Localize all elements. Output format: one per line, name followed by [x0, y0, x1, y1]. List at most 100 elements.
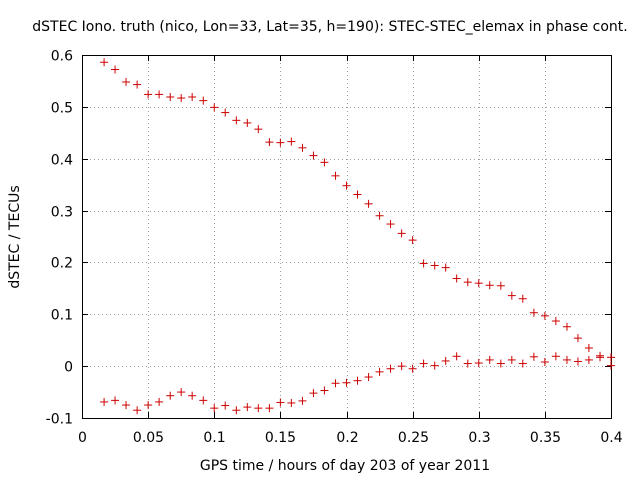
data-point-descending: [133, 80, 142, 89]
data-point-descending: [474, 279, 483, 288]
point-layer: [100, 58, 615, 415]
data-point-ascending: [364, 373, 373, 382]
y-tick-label: 0.6: [51, 49, 73, 65]
data-point-ascending: [155, 397, 164, 406]
data-point-ascending: [518, 359, 527, 368]
data-point-descending: [166, 93, 175, 102]
grid-layer: [82, 55, 611, 418]
x-axis-label: GPS time / hours of day 203 of year 2011: [200, 458, 490, 474]
data-point-descending: [584, 343, 593, 352]
data-point-ascending: [100, 397, 109, 406]
y-tick-label: 0.1: [51, 308, 73, 324]
x-tick-label: 0.35: [530, 430, 561, 446]
data-point-descending: [298, 143, 307, 152]
data-point-ascending: [309, 389, 318, 398]
data-point-ascending: [353, 376, 362, 385]
data-point-descending: [177, 94, 186, 103]
data-point-ascending: [551, 352, 560, 361]
data-point-descending: [122, 77, 131, 86]
data-point-descending: [232, 116, 241, 125]
data-point-descending: [518, 294, 527, 303]
data-point-descending: [507, 291, 516, 300]
data-point-descending: [331, 171, 340, 180]
data-point-ascending: [485, 355, 494, 364]
data-point-descending: [144, 90, 153, 99]
data-point-descending: [408, 236, 417, 245]
chart-title: dSTEC Iono. truth (nico, Lon=33, Lat=35,…: [32, 19, 627, 35]
data-point-descending: [529, 308, 538, 317]
tick-layer: 0 0.05 0.1 0.15 0.2 0.25 0.3 0.35 0.4 -0.1 0 0.1 0.2…: [46, 49, 623, 447]
data-point-descending: [485, 281, 494, 290]
data-point-ascending: [276, 398, 285, 407]
data-point-descending: [287, 137, 296, 146]
data-point-ascending: [463, 359, 472, 368]
data-point-descending: [199, 96, 208, 105]
x-tick-label: 0.1: [203, 430, 225, 446]
data-point-descending: [573, 334, 582, 343]
y-tick-label: 0.5: [51, 101, 73, 117]
y-tick-label: -0.1: [46, 412, 73, 428]
data-point-ascending: [122, 401, 131, 410]
data-point-ascending: [265, 404, 274, 413]
data-point-ascending: [386, 364, 395, 373]
data-point-descending: [496, 281, 505, 290]
data-point-ascending: [166, 391, 175, 400]
data-point-descending: [562, 322, 571, 331]
x-tick-label: 0.2: [336, 430, 358, 446]
data-point-descending: [221, 108, 230, 117]
x-tick-label: 0.05: [133, 430, 164, 446]
data-point-ascending: [452, 352, 461, 361]
data-point-ascending: [133, 406, 142, 415]
data-point-descending: [309, 151, 318, 160]
data-point-descending: [276, 138, 285, 147]
data-point-descending: [430, 261, 439, 270]
data-point-ascending: [298, 396, 307, 405]
data-point-ascending: [254, 404, 263, 413]
data-point-descending: [111, 65, 120, 74]
data-point-ascending: [408, 364, 417, 373]
plot-frame: [82, 55, 612, 419]
data-point-ascending: [529, 352, 538, 361]
data-point-ascending: [507, 355, 516, 364]
data-point-ascending: [210, 404, 219, 413]
data-point-descending: [210, 103, 219, 112]
data-point-descending: [265, 138, 274, 147]
data-point-ascending: [199, 396, 208, 405]
data-point-ascending: [375, 367, 384, 376]
y-tick-label: 0.3: [51, 205, 73, 221]
data-point-descending: [155, 90, 164, 99]
data-point-descending: [397, 229, 406, 238]
data-point-ascending: [232, 406, 241, 415]
data-point-ascending: [596, 353, 605, 362]
data-point-ascending: [188, 391, 197, 400]
data-point-descending: [188, 93, 197, 102]
data-point-ascending: [397, 362, 406, 371]
data-point-ascending: [496, 359, 505, 368]
data-point-descending: [551, 317, 560, 326]
data-point-descending: [100, 58, 109, 67]
data-point-descending: [375, 211, 384, 220]
data-point-ascending: [573, 357, 582, 366]
data-point-ascending: [320, 386, 329, 395]
data-point-descending: [607, 353, 615, 362]
data-point-ascending: [111, 396, 120, 405]
data-point-ascending: [562, 355, 571, 364]
data-point-ascending: [441, 356, 450, 365]
data-point-descending: [320, 158, 329, 167]
x-tick-label: 0.25: [398, 430, 429, 446]
x-tick-label: 0.15: [265, 430, 296, 446]
data-point-ascending: [474, 359, 483, 368]
data-point-ascending: [144, 401, 153, 410]
data-point-descending: [243, 118, 252, 127]
data-point-ascending: [287, 398, 296, 407]
data-point-descending: [441, 263, 450, 272]
data-point-ascending: [419, 359, 428, 368]
x-tick-label: 0.4: [600, 430, 622, 446]
x-tick-label: 0: [78, 430, 87, 446]
data-point-ascending: [342, 378, 351, 387]
data-point-ascending: [221, 401, 230, 410]
data-point-descending: [342, 181, 351, 190]
data-point-descending: [463, 278, 472, 287]
data-point-ascending: [243, 403, 252, 412]
